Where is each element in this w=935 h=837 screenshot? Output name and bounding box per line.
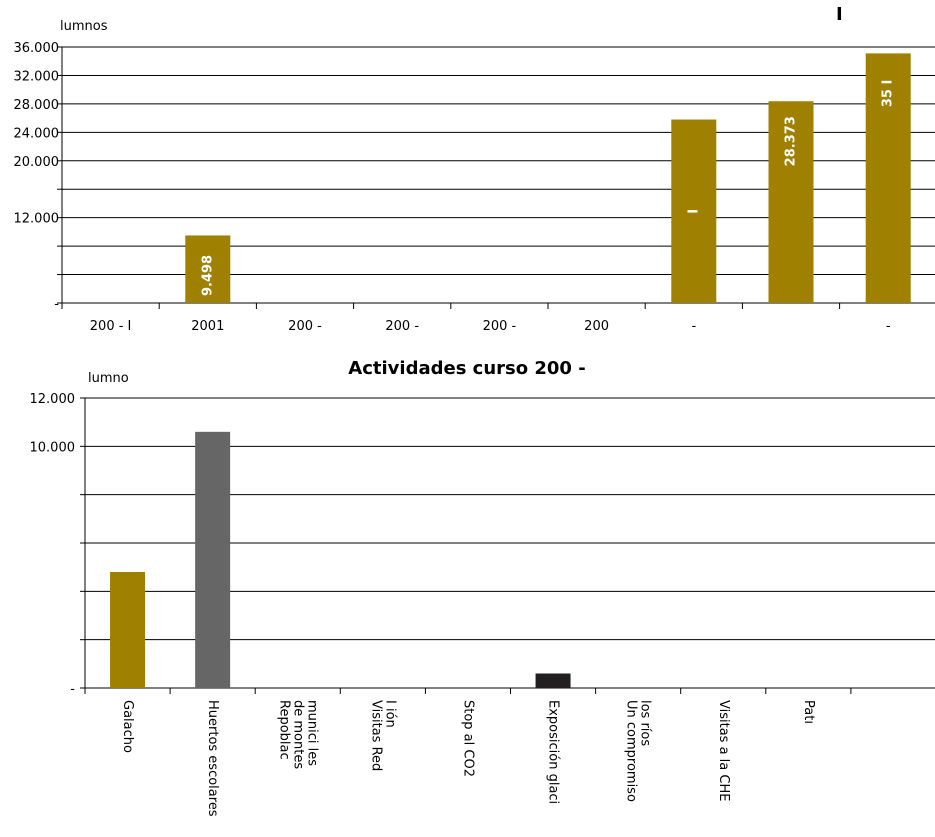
x-category-label: I ión: [382, 700, 397, 728]
chart-activities: Actividades curso 200 - lumno - 10.000 12.00…: [30, 358, 935, 817]
y-tick-label: 28.000: [14, 98, 60, 113]
x-tick-label: 200 -: [288, 319, 322, 334]
chart-enrollment-by-year: lumnos I - 12.000 20.000 24.000 28.000 32.000 36…: [14, 4, 935, 334]
x-tick-label: 200 -: [385, 319, 419, 334]
x-category-label: Exposición glaci: [546, 700, 561, 804]
y-tick-label: -: [54, 297, 59, 312]
y-tick-label: 20.000: [14, 155, 60, 170]
y-tick-label: 10.000: [30, 440, 76, 455]
y-tick-label: -: [70, 682, 75, 697]
x-category-label: munici les: [304, 700, 319, 766]
x-category-label: Un compromiso: [624, 700, 639, 802]
x-tick-label: 2001: [191, 319, 224, 334]
y-tick-label: 12.000: [30, 392, 76, 407]
chart-title: Actividades curso 200 -: [348, 358, 585, 379]
y-tick-label: 12.000: [14, 212, 60, 227]
y-axis-unit-label: lumno: [88, 371, 129, 386]
x-category-label: Repoblac: [276, 700, 291, 760]
y-axis-unit-label: lumnos: [60, 19, 108, 34]
x-category-label: Visitas a la CHE: [716, 700, 731, 801]
x-category-label: los ríos: [638, 700, 653, 746]
corner-mark: I: [836, 4, 843, 25]
bar-data-label: 28.373: [784, 116, 799, 166]
x-tick-label: 200: [584, 319, 609, 334]
x-category-label: Galacho: [120, 700, 135, 753]
y-tick-label: 24.000: [14, 126, 60, 141]
x-category-label: Huertos escolares: [205, 700, 220, 817]
x-category-label: Patı: [801, 700, 816, 724]
x-tick-label: 200 -: [483, 319, 517, 334]
x-category-label: Stop al CO2: [460, 700, 475, 777]
bar-data-label: 35 I: [881, 80, 896, 107]
bar: [110, 572, 146, 688]
bar-data-label: I: [686, 209, 701, 214]
x-category-label: de montes: [290, 700, 305, 769]
bar: [865, 53, 911, 304]
x-tick-label: -: [886, 319, 891, 334]
bar: [671, 119, 717, 304]
bar: [535, 673, 571, 688]
bar: [185, 235, 231, 303]
bar-data-label: 9.498: [200, 255, 215, 296]
bar: [195, 431, 231, 688]
y-tick-label: 36.000: [14, 41, 60, 56]
y-tick-label: 32.000: [14, 69, 60, 84]
x-tick-label: 200 - I: [90, 319, 132, 334]
bar: [768, 101, 814, 303]
x-tick-label: -: [691, 319, 696, 334]
x-category-label: Visitas Red: [368, 700, 383, 771]
